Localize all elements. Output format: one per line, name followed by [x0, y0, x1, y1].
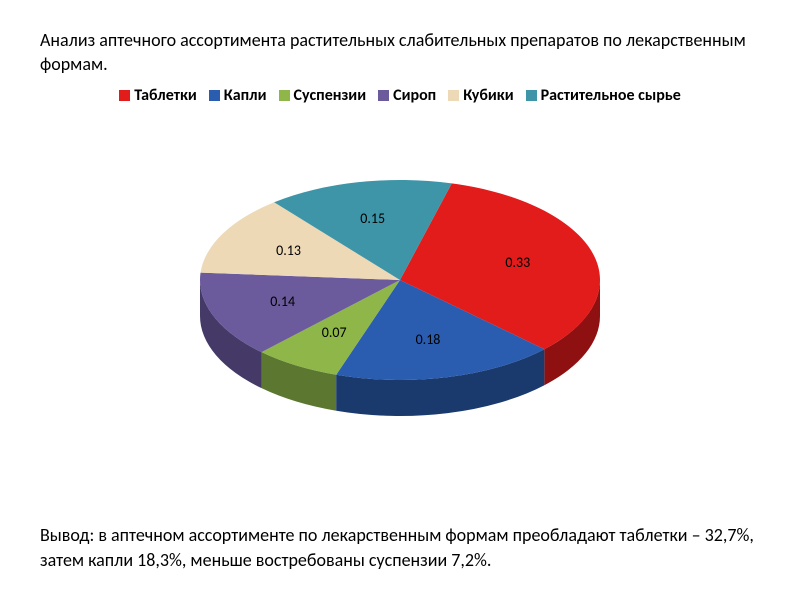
legend-label: Капли [224, 86, 267, 105]
legend-swatch [119, 90, 130, 101]
pie-data-label: 0.33 [505, 254, 530, 271]
legend-item: Кубики [448, 86, 513, 105]
legend-item: Таблетки [119, 86, 197, 105]
conclusion-text: Вывод: в аптечном ассортименте по лекарс… [40, 523, 760, 572]
pie-chart: 0.33 0.18 0.07 0.14 0.13 0.15 [100, 110, 700, 450]
legend-item: Растительное сырье [526, 86, 681, 105]
legend-label: Таблетки [134, 86, 197, 105]
chart-legend: Таблетки Капли Суспензии Сироп Кубики Растите… [0, 86, 800, 105]
legend-swatch [526, 90, 537, 101]
legend-label: Сироп [393, 86, 436, 105]
pie-data-label: 0.13 [276, 242, 301, 259]
pie-data-label: 0.07 [322, 324, 347, 341]
legend-item: Капли [209, 86, 267, 105]
pie-data-label: 0.15 [360, 210, 385, 227]
legend-label: Суспензии [294, 86, 367, 105]
legend-swatch [279, 90, 290, 101]
legend-item: Сироп [378, 86, 436, 105]
legend-label: Кубики [463, 86, 513, 105]
pie-data-label: 0.18 [416, 331, 441, 348]
pie-data-label: 0.14 [270, 293, 295, 310]
legend-swatch [209, 90, 220, 101]
legend-swatch [448, 90, 459, 101]
legend-label: Растительное сырье [541, 86, 681, 105]
page-title: Анализ аптечного ассортимента растительн… [40, 28, 760, 77]
legend-swatch [378, 90, 389, 101]
legend-item: Суспензии [279, 86, 367, 105]
